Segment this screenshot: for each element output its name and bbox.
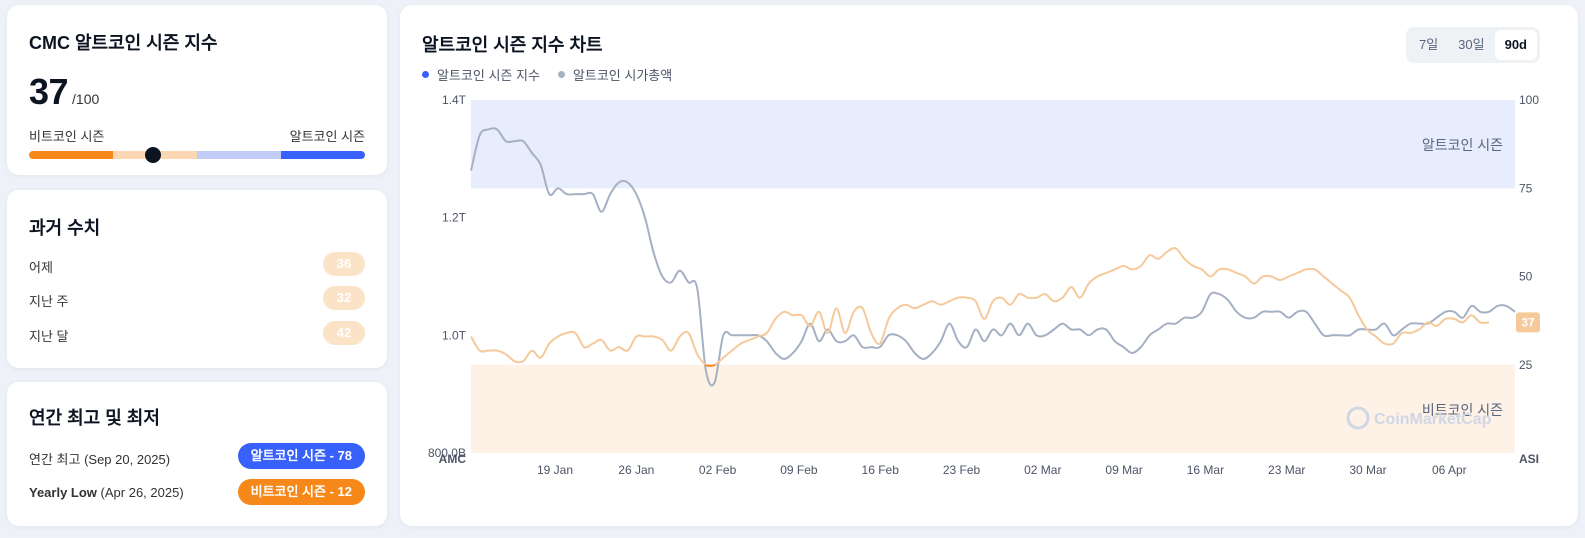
current-value-tag <box>1516 312 1540 333</box>
chart-legend: 알트코인 시즌 지수 알트코인 시가총액 <box>422 65 672 84</box>
legend-dot-icon <box>557 71 565 78</box>
bitcoin-season-zone <box>471 364 1515 453</box>
market-cap-line <box>470 127 1516 387</box>
watermark: CoinMarketCap <box>1374 411 1492 428</box>
left-axis-tick: 1.4T <box>442 93 467 107</box>
right-axis-tick: 75 <box>1519 181 1533 195</box>
right-axis-tick: 100 <box>1519 93 1539 107</box>
altcoin-season-label: 알트코인 시즌 <box>289 129 365 144</box>
x-axis-tick: 16 Feb <box>862 463 900 477</box>
left-axis-tick: 1.0T <box>442 328 467 342</box>
legend-item-index[interactable]: 알트코인 시즌 지수 <box>422 65 540 84</box>
tab-7d[interactable]: 7일 <box>1418 37 1439 52</box>
bitcoin-season-label: 비트코인 시즌 <box>29 129 105 144</box>
left-axis-tick: 800.0B <box>428 446 466 460</box>
yearly-low-badge: 비트코인 시즌 - 12 <box>237 479 365 505</box>
bitcoin-season-zone-label: 비트코인 시즌 <box>1422 402 1503 418</box>
chart-title: 알트코인 시즌 지수 차트 <box>422 35 603 55</box>
tab-90d[interactable]: 90d <box>1494 30 1537 60</box>
altseason-index-line-bitcoin-zone <box>703 364 717 367</box>
yearly-low-date: (Apr 26, 2025) <box>100 485 184 500</box>
gauge-segment-bitcoin <box>29 151 113 159</box>
history-row-last-week: 지난 주 32 <box>29 286 365 310</box>
legend-label: 알트코인 시가총액 <box>572 68 673 83</box>
x-axis-tick: 23 Mar <box>1268 463 1305 477</box>
x-axis-tick: 16 Mar <box>1187 463 1224 477</box>
right-axis-label: ASI <box>1519 452 1539 466</box>
yearly-high-badge: 알트코인 시즌 - 78 <box>237 443 365 469</box>
current-value-label: 37 <box>1521 315 1535 329</box>
right-axis-tick: 25 <box>1519 358 1533 372</box>
x-axis-tick: 02 Mar <box>1024 463 1061 477</box>
x-axis-tick: 26 Jan <box>618 463 654 477</box>
yearly-low-row: Yearly Low (Apr 26, 2025) 비트코인 시즌 - 12 <box>29 479 365 505</box>
history-label: 지난 주 <box>29 294 69 309</box>
yearly-card-title: 연간 최고 및 최저 <box>29 408 160 428</box>
yearly-high-text: 연간 최고 <box>29 452 81 467</box>
x-axis-tick: 02 Feb <box>699 463 737 477</box>
history-value-badge: 32 <box>323 286 365 310</box>
historical-values-card: 과거 수치 어제 36 지난 주 32 지난 달 42 <box>7 190 387 368</box>
history-card-title: 과거 수치 <box>29 218 101 238</box>
yearly-high-date: (Sep 20, 2025) <box>84 452 171 467</box>
index-card-title: CMC 알트코인 시즌 지수 <box>29 33 218 53</box>
gauge-segment-altcoin <box>281 151 365 159</box>
yearly-high-low-card: 연간 최고 및 최저 연간 최고 (Sep 20, 2025) 알트코인 시즌 … <box>7 382 387 526</box>
yearly-high-label: 연간 최고 (Sep 20, 2025) <box>29 449 170 468</box>
x-axis-tick: 09 Feb <box>780 463 818 477</box>
x-axis-tick: 19 Jan <box>537 463 573 477</box>
season-gauge <box>29 147 365 163</box>
history-row-last-month: 지난 달 42 <box>29 321 365 345</box>
x-axis-tick: 23 Feb <box>943 463 981 477</box>
legend-label: 알트코인 시즌 지수 <box>437 68 540 83</box>
x-axis-tick: 30 Mar <box>1349 463 1386 477</box>
left-axis-tick: 1.2T <box>442 211 467 225</box>
x-axis-tick: 06 Apr <box>1432 463 1467 477</box>
tab-30d[interactable]: 30일 <box>1458 37 1485 52</box>
history-value-badge: 36 <box>323 252 365 276</box>
time-range-tabs: 7일 30일 90d <box>1405 27 1540 63</box>
altseason-index-card: CMC 알트코인 시즌 지수 37 /100 비트코인 시즌 알트코인 시즌 <box>7 5 387 175</box>
gauge-indicator <box>145 147 162 163</box>
score-value: 37 <box>29 71 69 112</box>
yearly-high-row: 연간 최고 (Sep 20, 2025) 알트코인 시즌 - 78 <box>29 443 365 469</box>
left-axis-label: AMC <box>439 452 467 466</box>
history-row-yesterday: 어제 36 <box>29 252 365 276</box>
score-max: /100 <box>72 91 100 107</box>
altcoin-season-zone <box>471 100 1515 189</box>
altseason-index-line <box>470 247 1489 367</box>
history-label: 지난 달 <box>29 329 69 344</box>
x-axis-tick: 09 Mar <box>1105 463 1142 477</box>
altcoin-season-zone-label: 알트코인 시즌 <box>1422 137 1503 153</box>
legend-dot-icon <box>422 71 429 78</box>
gauge-segment-altcoin-light <box>197 151 281 159</box>
coinmarketcap-logo-icon <box>1346 406 1370 430</box>
history-value-badge: 42 <box>323 321 365 345</box>
legend-item-market-cap[interactable]: 알트코인 시가총액 <box>557 65 673 84</box>
history-label: 어제 <box>29 260 53 275</box>
yearly-low-text: Yearly Low <box>29 485 97 500</box>
score-display: 37 /100 <box>29 71 99 113</box>
right-axis-tick: 50 <box>1519 270 1533 284</box>
yearly-low-label: Yearly Low (Apr 26, 2025) <box>29 485 184 500</box>
